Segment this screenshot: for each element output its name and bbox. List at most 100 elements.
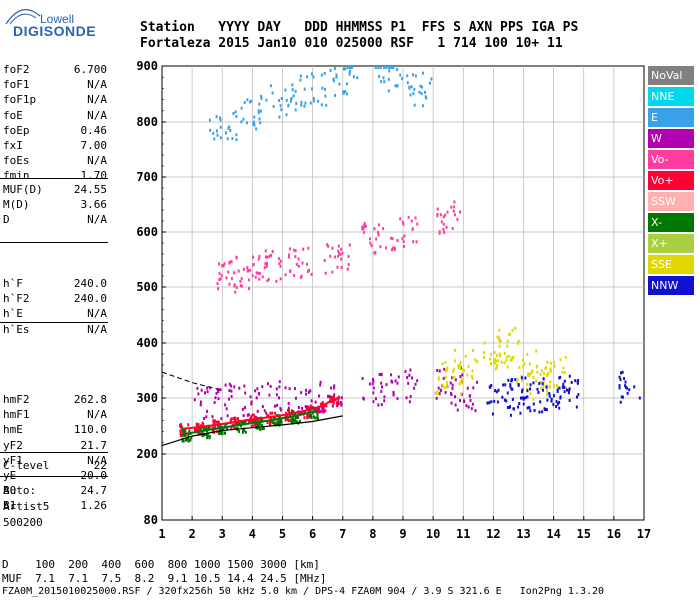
data-point	[577, 393, 580, 397]
data-point	[314, 400, 317, 404]
legend-item-noval: NoVal	[648, 66, 694, 85]
data-point	[315, 410, 318, 414]
data-point	[306, 262, 309, 266]
data-point	[240, 106, 243, 110]
data-point	[187, 423, 190, 427]
data-point	[531, 369, 534, 373]
data-point	[258, 277, 261, 281]
data-point	[310, 399, 313, 403]
data-point	[260, 94, 263, 98]
data-point	[260, 423, 263, 427]
data-point	[491, 412, 494, 416]
data-point	[633, 385, 636, 389]
data-point	[461, 373, 464, 377]
data-point	[521, 358, 524, 362]
x-tick-label: 3	[219, 527, 226, 541]
data-point	[294, 416, 297, 420]
data-point	[236, 421, 239, 425]
data-point	[547, 371, 550, 375]
data-point	[459, 375, 462, 379]
data-point	[268, 254, 271, 258]
param-row: yF1 N/A	[3, 453, 107, 468]
data-point	[295, 101, 298, 105]
data-point	[558, 406, 561, 410]
data-point	[232, 417, 235, 421]
data-point	[327, 244, 330, 248]
data-point	[436, 390, 439, 394]
data-point	[232, 112, 235, 116]
data-point	[391, 380, 394, 384]
data-point	[310, 87, 313, 91]
x-tick-label: 8	[369, 527, 376, 541]
data-point	[345, 82, 348, 86]
data-point	[271, 411, 274, 415]
data-point	[228, 282, 231, 286]
data-point	[278, 396, 281, 400]
param-name: h`F2	[3, 292, 30, 306]
autoscale-code: 500200	[3, 516, 43, 529]
data-point	[193, 428, 196, 432]
data-point	[284, 88, 287, 92]
data-point	[179, 431, 182, 435]
data-point	[306, 416, 309, 420]
data-point	[215, 115, 218, 119]
data-point	[361, 376, 364, 380]
data-point	[328, 394, 331, 398]
param-row: yE 20.0	[3, 468, 107, 483]
data-point	[224, 403, 227, 407]
data-point	[553, 361, 556, 365]
data-point	[279, 420, 282, 424]
data-point	[264, 249, 267, 253]
data-point	[372, 379, 375, 383]
x-tick-label: 17	[637, 527, 651, 541]
data-point	[518, 402, 521, 406]
data-point	[413, 87, 416, 91]
data-point	[269, 384, 272, 388]
data-point	[439, 388, 442, 392]
data-point	[444, 391, 447, 395]
data-point	[529, 392, 532, 396]
data-point	[254, 423, 257, 427]
data-point	[453, 200, 456, 204]
data-point	[261, 427, 264, 431]
data-point	[540, 386, 543, 390]
data-point	[181, 439, 184, 443]
data-point	[493, 361, 496, 365]
data-point	[503, 398, 506, 402]
data-point	[550, 399, 553, 403]
data-point	[497, 388, 500, 392]
data-point	[230, 260, 233, 264]
data-point	[304, 388, 307, 392]
data-point	[558, 386, 561, 390]
data-point	[243, 384, 246, 388]
param-name: yF1	[3, 453, 23, 467]
data-point	[348, 69, 351, 73]
data-point	[488, 401, 491, 405]
data-point	[409, 395, 412, 399]
data-point	[458, 382, 461, 386]
data-point	[423, 90, 426, 94]
data-point	[459, 392, 462, 396]
data-point	[371, 377, 374, 381]
data-point	[438, 230, 441, 234]
y-tick-label: 300	[136, 391, 158, 405]
data-point	[212, 419, 215, 423]
data-point	[223, 431, 226, 435]
data-point	[224, 423, 227, 427]
data-point	[519, 411, 522, 415]
data-point	[215, 391, 218, 395]
param-name: foE	[3, 108, 23, 122]
data-point	[563, 385, 566, 389]
footer-distance-row: D 100 200 400 600 800 1000 1500 3000 [km…	[2, 558, 320, 571]
data-point	[256, 387, 259, 391]
data-point	[391, 246, 394, 250]
data-point	[228, 389, 231, 393]
data-point	[541, 382, 544, 386]
data-point	[302, 247, 305, 251]
data-point	[272, 104, 275, 108]
data-point	[333, 393, 336, 397]
data-point	[319, 380, 322, 384]
data-point	[226, 427, 229, 431]
data-point	[216, 420, 219, 424]
data-point	[274, 404, 277, 408]
